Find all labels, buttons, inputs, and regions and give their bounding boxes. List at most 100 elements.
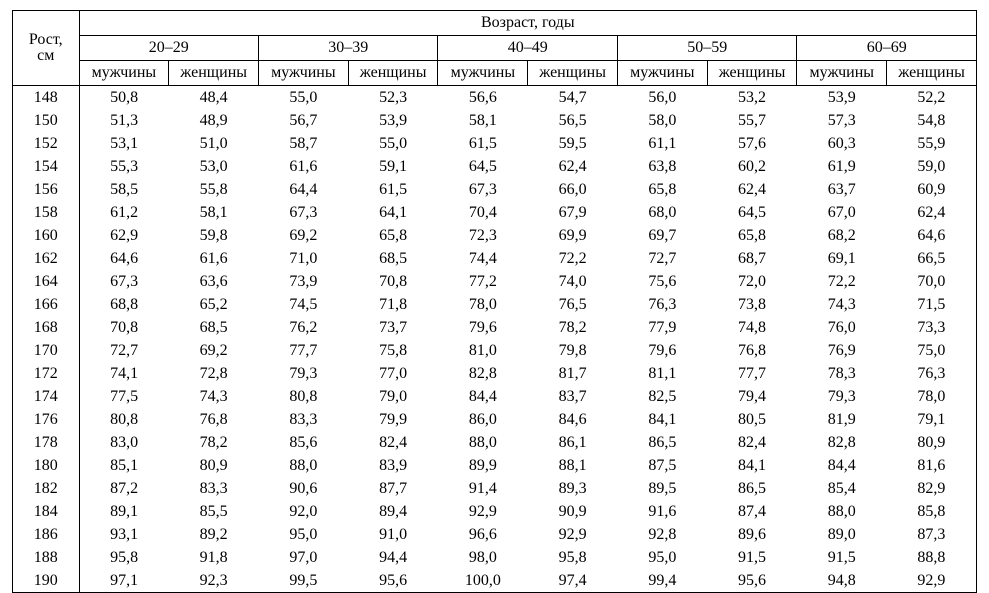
data-cell: 81,1 <box>617 362 707 385</box>
height-cell: 182 <box>13 477 80 500</box>
data-cell: 88,1 <box>528 454 618 477</box>
data-cell: 72,7 <box>79 339 169 362</box>
height-cell: 162 <box>13 247 80 270</box>
data-cell: 80,8 <box>79 408 169 431</box>
data-cell: 81,9 <box>797 408 887 431</box>
data-cell: 50,8 <box>79 86 169 110</box>
data-cell: 56,7 <box>259 109 349 132</box>
data-cell: 61,9 <box>797 155 887 178</box>
height-cell: 156 <box>13 178 80 201</box>
data-cell: 74,3 <box>169 385 259 408</box>
data-cell: 80,5 <box>707 408 797 431</box>
data-cell: 84,1 <box>617 408 707 431</box>
data-cell: 71,8 <box>348 293 438 316</box>
data-cell: 69,7 <box>617 224 707 247</box>
data-cell: 91,5 <box>707 546 797 569</box>
data-cell: 79,8 <box>528 339 618 362</box>
data-cell: 92,0 <box>259 500 349 523</box>
height-cell: 184 <box>13 500 80 523</box>
data-cell: 79,3 <box>797 385 887 408</box>
data-cell: 61,6 <box>169 247 259 270</box>
data-cell: 65,8 <box>348 224 438 247</box>
height-cell: 180 <box>13 454 80 477</box>
data-cell: 95,6 <box>348 569 438 593</box>
data-cell: 88,0 <box>797 500 887 523</box>
data-cell: 89,9 <box>438 454 528 477</box>
data-cell: 57,3 <box>797 109 887 132</box>
data-cell: 74,1 <box>79 362 169 385</box>
data-cell: 83,3 <box>259 408 349 431</box>
data-cell: 100,0 <box>438 569 528 593</box>
data-cell: 91,5 <box>797 546 887 569</box>
data-cell: 72,0 <box>707 270 797 293</box>
table-row: 16668,865,274,571,878,076,576,373,874,37… <box>13 293 977 316</box>
data-cell: 61,5 <box>348 178 438 201</box>
data-cell: 70,8 <box>79 316 169 339</box>
data-cell: 53,9 <box>797 86 887 110</box>
table-row: 15253,151,058,755,061,559,561,157,660,35… <box>13 132 977 155</box>
row-header-label-top: Рост, <box>29 31 63 48</box>
data-cell: 74,0 <box>528 270 618 293</box>
data-cell: 76,8 <box>169 408 259 431</box>
table-row: 18693,189,295,091,096,692,992,889,689,08… <box>13 523 977 546</box>
data-cell: 86,0 <box>438 408 528 431</box>
data-cell: 83,3 <box>169 477 259 500</box>
data-cell: 52,3 <box>348 86 438 110</box>
data-cell: 85,1 <box>79 454 169 477</box>
data-cell: 90,6 <box>259 477 349 500</box>
data-cell: 99,4 <box>617 569 707 593</box>
data-cell: 77,2 <box>438 270 528 293</box>
data-cell: 77,5 <box>79 385 169 408</box>
data-cell: 72,8 <box>169 362 259 385</box>
data-cell: 69,1 <box>797 247 887 270</box>
data-cell: 63,6 <box>169 270 259 293</box>
data-cell: 83,7 <box>528 385 618 408</box>
table-row: 18085,180,988,083,989,988,187,584,184,48… <box>13 454 977 477</box>
data-cell: 64,4 <box>259 178 349 201</box>
data-cell: 94,8 <box>797 569 887 593</box>
height-cell: 166 <box>13 293 80 316</box>
data-cell: 59,8 <box>169 224 259 247</box>
data-cell: 78,0 <box>438 293 528 316</box>
data-cell: 89,0 <box>797 523 887 546</box>
data-cell: 73,8 <box>707 293 797 316</box>
data-cell: 95,0 <box>259 523 349 546</box>
data-cell: 79,3 <box>259 362 349 385</box>
data-cell: 78,2 <box>528 316 618 339</box>
height-cell: 174 <box>13 385 80 408</box>
data-cell: 82,4 <box>707 431 797 454</box>
data-cell: 58,7 <box>259 132 349 155</box>
data-cell: 79,6 <box>438 316 528 339</box>
height-cell: 176 <box>13 408 80 431</box>
table-row: 15051,348,956,753,958,156,558,055,757,35… <box>13 109 977 132</box>
data-cell: 75,0 <box>887 339 977 362</box>
data-cell: 68,5 <box>169 316 259 339</box>
data-cell: 87,3 <box>887 523 977 546</box>
height-cell: 164 <box>13 270 80 293</box>
table-row: 16870,868,576,273,779,678,277,974,876,07… <box>13 316 977 339</box>
data-cell: 61,2 <box>79 201 169 224</box>
table: Рост, см Возраст, годы 20–29 30–39 40–49… <box>12 10 977 593</box>
data-cell: 48,9 <box>169 109 259 132</box>
age-group-4: 60–69 <box>797 36 977 61</box>
data-cell: 59,5 <box>528 132 618 155</box>
data-cell: 88,0 <box>259 454 349 477</box>
data-cell: 82,8 <box>797 431 887 454</box>
data-cell: 87,5 <box>617 454 707 477</box>
data-cell: 54,7 <box>528 86 618 110</box>
data-cell: 86,5 <box>617 431 707 454</box>
data-cell: 56,0 <box>617 86 707 110</box>
data-cell: 79,0 <box>348 385 438 408</box>
data-cell: 67,9 <box>528 201 618 224</box>
data-cell: 70,4 <box>438 201 528 224</box>
data-cell: 75,8 <box>348 339 438 362</box>
data-cell: 77,7 <box>259 339 349 362</box>
data-cell: 57,6 <box>707 132 797 155</box>
data-cell: 73,9 <box>259 270 349 293</box>
data-cell: 95,6 <box>707 569 797 593</box>
table-row: 18489,185,592,089,492,990,991,687,488,08… <box>13 500 977 523</box>
age-group-0: 20–29 <box>79 36 258 61</box>
data-cell: 64,6 <box>79 247 169 270</box>
data-cell: 68,0 <box>617 201 707 224</box>
data-cell: 65,8 <box>707 224 797 247</box>
